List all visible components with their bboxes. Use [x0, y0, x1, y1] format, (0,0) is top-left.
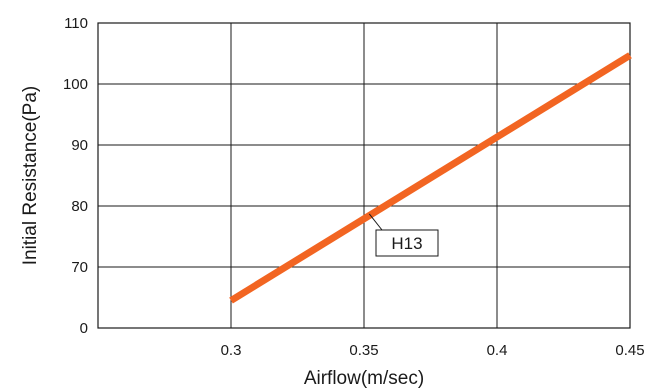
series-line-h13: [229, 52, 632, 304]
x-axis-title: Airflow(m/sec): [304, 368, 424, 389]
x-tick-label: 0.45: [615, 342, 644, 359]
x-tick-label: 0.35: [349, 342, 378, 359]
y-tick-label: 0: [80, 320, 88, 337]
annotation-leader-line: [368, 213, 383, 231]
series-layer: [229, 52, 632, 304]
y-axis-title: Initial Resistance(Pa): [20, 86, 41, 266]
x-tick-label: 0.4: [487, 342, 508, 359]
grid: [98, 23, 631, 328]
annotation-layer: H13: [368, 213, 439, 257]
plot-area-border: [97, 22, 631, 329]
x-tick-labels: 0.3 0.35 0.4 0.45: [221, 342, 645, 359]
x-tick-label: 0.3: [221, 342, 242, 359]
y-tick-labels: 0 70 80 90 100 110: [63, 15, 88, 337]
y-tick-label: 90: [71, 137, 88, 154]
annotation-box: [375, 229, 439, 257]
y-tick-label: 80: [71, 198, 88, 215]
y-tick-label: 70: [71, 259, 88, 276]
annotation-label: H13: [391, 234, 422, 253]
y-tick-label: 100: [63, 76, 88, 93]
y-tick-label: 110: [64, 15, 88, 32]
